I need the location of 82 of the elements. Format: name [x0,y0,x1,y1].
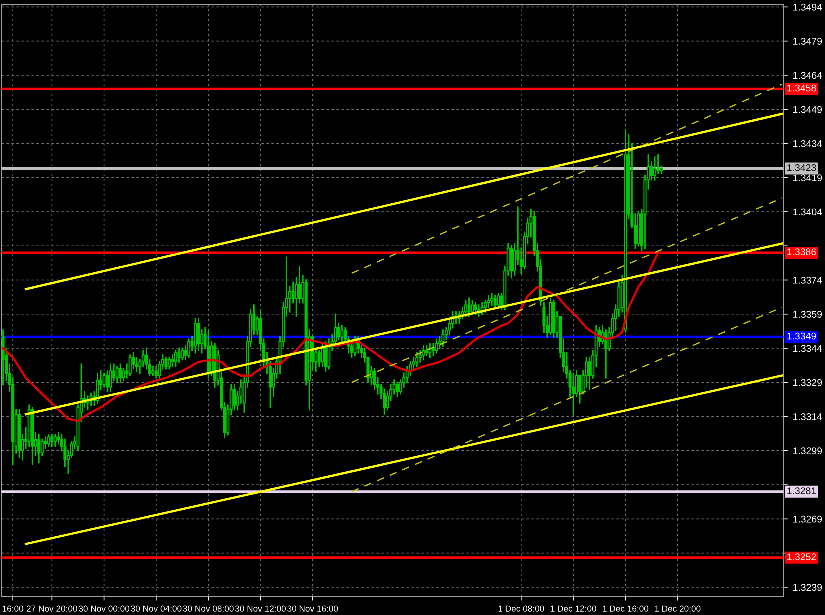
y-tick-label: 1.3404 [794,208,822,216]
candlestick [152,366,155,377]
y-tick-label: 1.3269 [794,516,822,523]
y-tick-label: 1.3419 [794,174,822,182]
candlestick [47,434,50,448]
y-tick-label: 1.3464 [794,72,822,80]
candlestick [197,318,200,352]
x-tick-label: 1 Dec 08:00 [498,606,544,612]
candlestick [194,318,198,354]
x-tick-label: 1 Dec 20:00 [655,606,701,612]
candlestick [54,434,57,448]
y-tick-label: 1.3374 [794,276,822,284]
x-tick-label: 30 Nov 04:00 [131,606,182,612]
candlestick [468,298,471,318]
ref-line-label: 1.3386 [788,248,816,256]
candlestick [396,382,400,397]
candlestick [102,372,106,388]
x-tick-label: 30 Nov 16:00 [288,606,338,612]
candlestick [116,366,119,384]
candlestick [164,356,168,370]
ref-line-label: 1.3281 [788,488,816,494]
candlestick [324,341,328,372]
x-tick-label: 30 Nov 08:00 [183,606,234,612]
candlestick [588,356,592,390]
line-series [2,252,663,422]
candlestick [233,384,236,411]
candlestick [494,295,497,308]
candlestick [38,434,41,463]
y-tick-label: 1.3314 [794,414,822,420]
candlestick [510,245,514,279]
y-tick-label: 1.3479 [794,38,822,45]
candlestick [656,154,660,174]
candlestick [128,354,132,377]
candlestick [416,352,419,368]
candlestick [654,156,657,181]
candlestick [497,293,500,308]
x-tick-label: 30 Nov 00:00 [79,606,130,612]
candlestick [572,372,576,416]
x-tick-label: 30 Nov 12:00 [235,606,286,612]
x-tick-label: 1 Dec 16:00 [603,606,649,612]
y-tick-label: 1.3449 [794,106,822,114]
candlestick [44,436,48,450]
candlestick [432,343,435,356]
candlestick [340,325,344,342]
candlestick [373,368,376,390]
candlestick [188,338,191,358]
y-tick-label: 1.3359 [794,311,822,318]
x-tick-label: 16:00 [2,606,24,612]
y-tick-label: 1.3239 [794,584,822,592]
y-tick-label: 1.3494 [794,4,822,11]
x-tick-label: 27 Nov 20:00 [26,606,78,612]
candlestick [122,368,126,382]
candlestick [422,346,426,361]
y-tick-label: 1.3299 [794,448,822,455]
y-tick-label: 1.3434 [794,140,822,148]
candlestick [132,352,136,370]
candlestick [180,348,184,361]
ref-line-label: 1.3458 [788,84,816,92]
x-tick-label: 1 Dec 12:00 [551,606,596,612]
candlestick [174,350,178,368]
candlestick [292,282,295,304]
candlestick [2,330,5,386]
y-tick-label: 1.3329 [794,379,822,386]
ref-line-label: 1.3349 [788,332,816,340]
candlestick [168,356,172,370]
candlestick [442,330,445,347]
candlestick [50,434,54,448]
candlestick [425,346,428,356]
candlestick [490,293,494,306]
ref-line-label: 1.3423 [788,164,816,172]
candlestick [171,354,174,368]
candlestick [96,372,100,404]
candlestick [464,300,468,318]
candlestick [178,348,181,363]
y-tick-label: 1.3344 [794,345,822,352]
candlestick [109,364,112,392]
candlestick [135,356,138,372]
ref-line-label: 1.3252 [788,554,816,560]
candlestick [435,338,438,354]
candlestick [474,302,478,316]
candlestick [119,364,122,384]
candlestick [154,366,158,379]
